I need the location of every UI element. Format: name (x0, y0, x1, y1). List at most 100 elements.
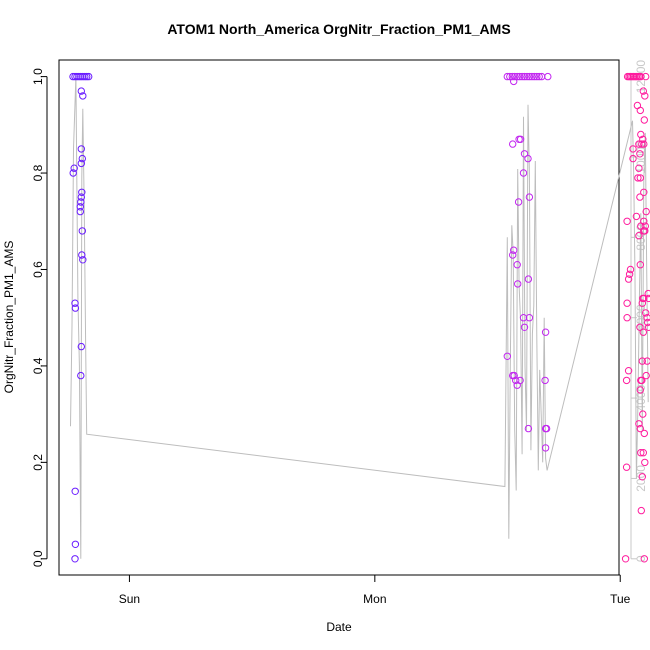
data-point (77, 371, 85, 380)
data-point (629, 145, 637, 153)
data-point (509, 251, 517, 259)
data-point (78, 154, 87, 163)
data-point (513, 72, 521, 81)
data-point (513, 261, 521, 269)
data-point (511, 72, 519, 81)
data-point (640, 116, 648, 124)
x-tick-label: Sun (119, 592, 140, 606)
data-point (636, 174, 644, 182)
data-point (637, 449, 645, 457)
data-point (77, 145, 86, 153)
data-point (520, 323, 529, 331)
data-point (635, 164, 643, 172)
data-point (637, 130, 645, 139)
data-point (635, 232, 643, 240)
data-point (640, 429, 648, 438)
data-point (636, 150, 644, 158)
data-point (544, 72, 552, 81)
data-point (638, 357, 646, 365)
data-point (636, 386, 644, 394)
x-tick-label: Tue (610, 592, 631, 606)
data-point (640, 188, 648, 197)
data-point (79, 72, 87, 81)
data-point (77, 193, 86, 201)
data-point (642, 72, 650, 81)
data-point (78, 251, 86, 259)
data-point (512, 376, 520, 385)
data-point (641, 227, 649, 235)
data-point (623, 314, 631, 322)
data-point (530, 72, 538, 81)
data-point (637, 376, 645, 385)
data-point (636, 106, 644, 115)
data-point (640, 555, 648, 563)
data-point (514, 198, 523, 206)
data-point (77, 342, 86, 351)
data-point (632, 212, 641, 221)
data-point (75, 72, 83, 81)
data-point (635, 140, 643, 148)
data-point (71, 72, 79, 81)
point-layer (69, 72, 650, 563)
data-point (73, 72, 81, 81)
data-point (524, 154, 532, 163)
data-point (83, 72, 91, 81)
data-point (528, 72, 536, 81)
data-point (79, 92, 87, 100)
data-point (533, 72, 541, 81)
data-point (638, 473, 646, 481)
data-point (510, 371, 518, 380)
data-point (541, 444, 550, 452)
data-point (520, 72, 529, 81)
data-point (516, 135, 525, 144)
data-point (508, 72, 516, 81)
data-point (624, 367, 633, 375)
data-point (520, 150, 529, 158)
data-point (639, 410, 647, 418)
chart-title: ATOM1 North_America OrgNitr_Fraction_PM1… (167, 21, 510, 37)
data-point (635, 420, 643, 428)
data-point (636, 193, 644, 201)
data-point (638, 140, 646, 148)
data-point (77, 198, 85, 206)
data-point (625, 270, 634, 278)
data-point (622, 463, 631, 471)
data-point (626, 265, 635, 274)
y2-tick-label: 2000 (634, 465, 648, 492)
data-point (644, 318, 650, 327)
data-point (629, 154, 637, 163)
data-point (525, 72, 534, 81)
data-point (514, 280, 522, 288)
data-point (641, 222, 649, 230)
data-point (523, 72, 531, 81)
data-point (77, 87, 86, 95)
y-axis-label: OrgNitr_Fraction_PM1_AMS (2, 241, 16, 394)
data-point (637, 506, 645, 515)
y-tick-label: 0.0 (31, 550, 45, 567)
y-tick-label: 0.6 (31, 261, 45, 278)
data-point (77, 159, 86, 168)
data-point (79, 256, 87, 264)
data-point (637, 72, 645, 81)
data-point (525, 314, 534, 322)
data-point (641, 458, 649, 467)
data-point (636, 323, 644, 331)
data-point (535, 72, 543, 81)
data-point (639, 328, 647, 336)
data-point (509, 140, 517, 148)
data-point (69, 72, 77, 81)
data-point (623, 217, 631, 226)
data-point (624, 275, 633, 283)
data-point (71, 555, 79, 563)
data-point (503, 72, 511, 81)
data-point (644, 289, 650, 298)
data-point (642, 371, 650, 380)
data-point (639, 449, 647, 457)
data-point (519, 169, 528, 177)
y-tick-label: 0.2 (31, 454, 45, 471)
data-point (524, 275, 533, 283)
data-point (77, 72, 85, 81)
y-tick-label: 0.8 (31, 164, 45, 181)
y-axis-left: 0.0 0.2 0.4 0.6 0.8 1.0 (31, 68, 48, 567)
